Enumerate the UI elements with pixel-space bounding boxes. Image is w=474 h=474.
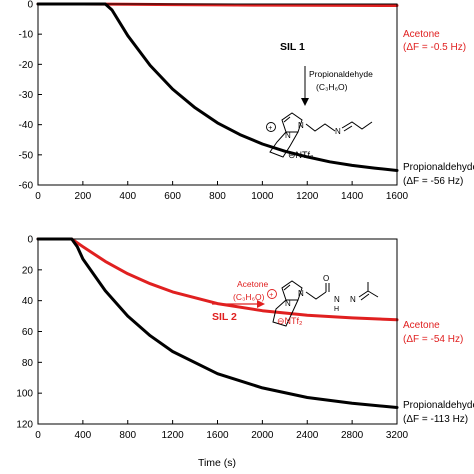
top-y-tick-label: 0 xyxy=(27,0,33,11)
top-x-tick-label: 0 xyxy=(35,191,41,202)
bottom-x-tick-label: 2400 xyxy=(296,430,319,441)
bottom-propionaldehyde-label: Propionaldehyde xyxy=(403,400,474,411)
sil2-hydrazone-chain xyxy=(358,282,379,301)
bottom-propionaldehyde-delta: (ΔF = -113 Hz) xyxy=(403,414,468,425)
sil1-linker xyxy=(305,123,336,132)
bottom-acetone-delta: (ΔF = -54 Hz) xyxy=(403,334,463,345)
bottom-x-tick-label: 2000 xyxy=(251,430,274,441)
sil2-amide xyxy=(305,283,330,300)
bottom-x-tick-label: 1200 xyxy=(162,430,185,441)
bottom-y-tick-label: 100 xyxy=(16,389,33,400)
bottom-series-propionaldehyde xyxy=(36,237,399,409)
sil2-reagent-name: Acetone xyxy=(237,279,268,289)
top-y-tick-label: -20 xyxy=(19,60,34,71)
top-x-tick-label: 600 xyxy=(164,191,181,202)
top-y-tick-label: -40 xyxy=(19,120,34,131)
x-axis-title: Time (s) xyxy=(198,457,236,469)
panel-top: 0 200 400 600 800 1000 1200 1400 1600 0 -10 -20 -30 -… xyxy=(19,0,409,202)
top-acetone-delta: (ΔF = -0.5 Hz) xyxy=(403,42,466,53)
sil1-reagent-formula: (C₃H₆O) xyxy=(316,82,348,92)
svg-text:N: N xyxy=(298,289,304,298)
svg-text:N: N xyxy=(298,121,304,130)
top-x-tick-label: 800 xyxy=(209,191,226,202)
top-x-tick-label: 1400 xyxy=(341,191,364,202)
top-x-tick-label: 200 xyxy=(75,191,92,202)
sil1-label: SIL 1 xyxy=(280,41,305,53)
top-y-tick-label: -50 xyxy=(19,150,34,161)
panel-top-ticks: 0 200 400 600 800 1000 1200 1400 1600 0 -10 -20 -30 -… xyxy=(19,0,409,202)
panel-top-frame xyxy=(37,3,398,186)
sil1-counterion: ⊖NTf₂ xyxy=(288,150,314,160)
top-y-tick-label: -10 xyxy=(19,30,34,41)
bottom-y-tick-label: 40 xyxy=(22,296,34,307)
sil1-reagent-name: Propionaldehyde xyxy=(309,69,373,79)
sil2-label: SIL 2 xyxy=(212,311,237,323)
sil2-reagent-formula: (C₃H₆O) xyxy=(233,292,265,302)
top-x-tick-label: 1200 xyxy=(296,191,319,202)
panel-bottom-series xyxy=(36,237,399,409)
svg-text:+: + xyxy=(269,292,273,299)
bottom-x-tick-label: 400 xyxy=(75,430,92,441)
top-propionaldehyde-delta: (ΔF = -56 Hz) xyxy=(403,176,463,187)
bottom-x-tick-label: 3200 xyxy=(386,430,409,441)
svg-text:H: H xyxy=(334,306,339,313)
bottom-y-tick-label: 0 xyxy=(27,235,33,246)
sil1-imidazolium-ring xyxy=(281,112,303,133)
bottom-y-tick-label: 20 xyxy=(22,265,34,276)
svg-text:N: N xyxy=(285,131,291,140)
bottom-x-tick-label: 0 xyxy=(35,430,41,441)
sil2-structure: SIL 2 Acetone (C₃H₆O) + N N O N H N ⊖NTf… xyxy=(212,274,379,327)
sil2-pyrrolidine-ring xyxy=(272,299,299,327)
panel-bottom: 0 400 800 1200 1600 2000 2400 2800 3200 0 20 40 60 80… xyxy=(16,235,408,442)
bottom-x-tick-label: 2800 xyxy=(341,430,364,441)
svg-text:N: N xyxy=(350,295,356,304)
sil1-pyrrolidine-ring xyxy=(269,131,299,158)
top-y-tick-label: -30 xyxy=(19,90,34,101)
panel-bottom-frame xyxy=(37,238,398,425)
bottom-acetone-label: Acetone xyxy=(403,320,440,331)
top-acetone-label: Acetone xyxy=(403,29,440,40)
svg-text:O: O xyxy=(323,274,329,283)
top-y-tick-label: -60 xyxy=(19,181,34,192)
bottom-y-tick-label: 80 xyxy=(22,358,34,369)
svg-text:+: + xyxy=(268,125,272,132)
panel-bottom-ticks: 0 400 800 1200 1600 2000 2400 2800 3200 0 20 40 60 80… xyxy=(16,235,408,442)
sil1-structure: SIL 1 Propionaldehyde (C₃H₆O) + N N N ⊖N… xyxy=(266,41,373,160)
sil2-counterion: ⊖NTf₂ xyxy=(277,316,303,326)
top-x-tick-label: 1600 xyxy=(386,191,409,202)
bottom-y-tick-label: 120 xyxy=(16,420,33,431)
bottom-series-acetone xyxy=(36,237,399,322)
top-x-tick-label: 1000 xyxy=(251,191,274,202)
bottom-y-tick-label: 60 xyxy=(22,327,34,338)
svg-text:N: N xyxy=(285,299,291,308)
bottom-x-tick-label: 800 xyxy=(119,430,136,441)
bottom-x-tick-label: 1600 xyxy=(206,430,229,441)
top-series-propionaldehyde xyxy=(36,2,399,172)
top-x-tick-label: 400 xyxy=(119,191,136,202)
svg-text:N: N xyxy=(334,295,340,304)
sil1-imine-chain xyxy=(341,121,373,132)
svg-text:N: N xyxy=(335,127,341,136)
top-propionaldehyde-label: Propionaldehyde xyxy=(403,162,474,173)
sil2-imidazolium-ring xyxy=(281,280,303,301)
